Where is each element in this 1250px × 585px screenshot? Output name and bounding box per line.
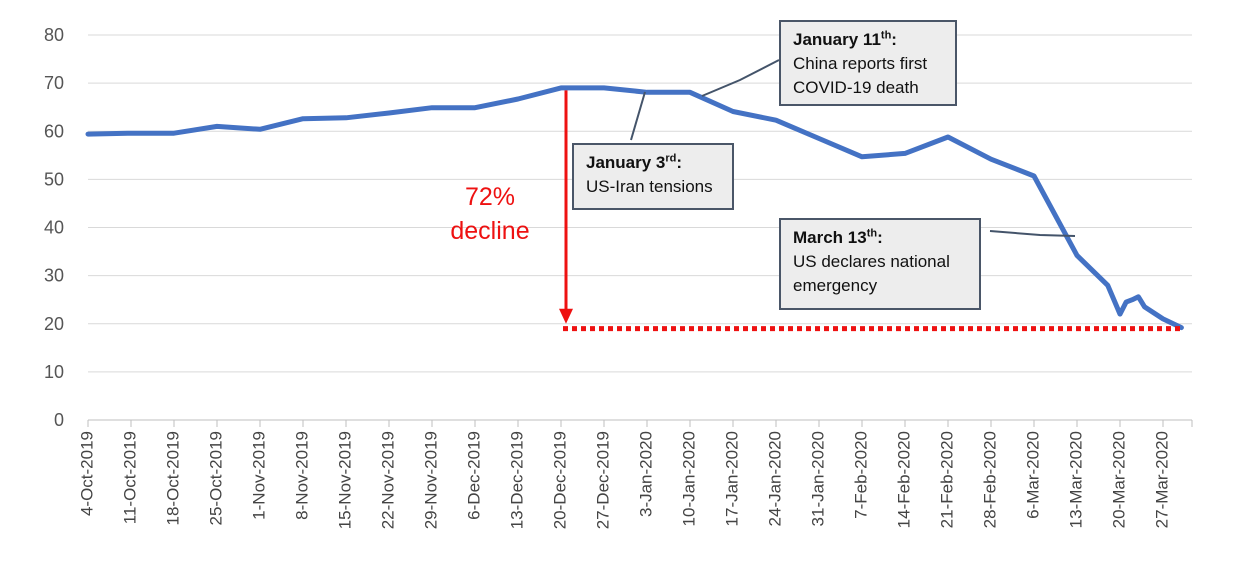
annotation-mar-13: March 13th: US declares national emergen…: [779, 218, 981, 310]
x-tick-label: 8-Nov-2019: [292, 431, 311, 520]
x-tick-label: 28-Feb-2020: [980, 431, 999, 528]
annotation-text: emergency: [793, 276, 878, 295]
series-line: [85, 85, 1184, 331]
x-tick-label: 25-Oct-2019: [206, 431, 225, 526]
leader-line-jan-11: [701, 59, 780, 97]
x-tick-label: 31-Jan-2020: [808, 431, 827, 526]
decline-label-word: decline: [450, 217, 530, 245]
x-tick-label: 20-Mar-2020: [1109, 431, 1128, 528]
x-tick-label: 4-Oct-2019: [77, 431, 96, 516]
x-tick-label: 7-Feb-2020: [851, 431, 870, 519]
annotation-text: COVID-19 death: [793, 78, 919, 97]
annotation-text: US declares national: [793, 252, 950, 271]
x-tick-label: 15-Nov-2019: [335, 431, 354, 529]
x-tick-label: 20-Dec-2019: [550, 431, 569, 529]
x-tick-label: 24-Jan-2020: [765, 431, 784, 526]
annotation-heading: January 3rd:: [586, 152, 683, 172]
y-tick-label: 30: [44, 266, 64, 286]
annotation-jan-11: January 11th: China reports first COVID-…: [779, 20, 957, 106]
y-tick-label: 50: [44, 169, 64, 189]
y-axis-ticks: 0 10 20 30 40 50 60 70 80: [44, 25, 64, 430]
x-tick-label: 27-Dec-2019: [593, 431, 612, 529]
x-tick-label: 27-Mar-2020: [1152, 431, 1171, 528]
x-tick-label: 13-Mar-2020: [1066, 431, 1085, 528]
x-tick-label: 1-Nov-2019: [249, 431, 268, 520]
annotation-text: US-Iran tensions: [586, 177, 713, 196]
x-tick-label: 3-Jan-2020: [636, 431, 655, 517]
decline-arrow-head: [559, 308, 573, 324]
x-tick-label: 18-Oct-2019: [163, 431, 182, 526]
leader-line-jan-3: [630, 91, 646, 141]
x-tick-label: 10-Jan-2020: [679, 431, 698, 526]
annotation-text: China reports first: [793, 54, 928, 73]
x-tick-label: 6-Mar-2020: [1023, 431, 1042, 519]
y-tick-label: 60: [44, 121, 64, 141]
decline-label: 72% decline: [400, 180, 580, 248]
y-tick-label: 10: [44, 362, 64, 382]
leader-line-mar-13: [989, 230, 1076, 237]
x-tick-label: 21-Feb-2020: [937, 431, 956, 528]
decline-marker: [559, 90, 1182, 332]
annotation-jan-3: January 3rd: US-Iran tensions: [572, 143, 734, 210]
x-tick-label: 22-Nov-2019: [378, 431, 397, 529]
x-tick-label: 13-Dec-2019: [507, 431, 526, 529]
series-lines: [85, 85, 1184, 331]
y-tick-label: 80: [44, 25, 64, 45]
annotation-leader-lines: [630, 59, 1076, 237]
x-tick-label: 11-Oct-2019: [120, 431, 139, 524]
annotation-heading: March 13th:: [793, 227, 883, 247]
x-tick-label: 17-Jan-2020: [722, 431, 741, 526]
x-axis-ticks: 4-Oct-2019 11-Oct-2019 18-Oct-2019 25-Oct-2…: [77, 420, 1193, 529]
annotation-heading: January 11th:: [793, 29, 897, 49]
y-tick-label: 70: [44, 73, 64, 93]
x-tick-label: 14-Feb-2020: [894, 431, 913, 528]
y-tick-label: 0: [54, 410, 64, 430]
y-tick-label: 20: [44, 314, 64, 334]
x-tick-label: 6-Dec-2019: [464, 431, 483, 520]
x-tick-label: 29-Nov-2019: [421, 431, 440, 529]
y-tick-label: 40: [44, 218, 64, 238]
decline-label-percent: 72%: [464, 183, 516, 211]
